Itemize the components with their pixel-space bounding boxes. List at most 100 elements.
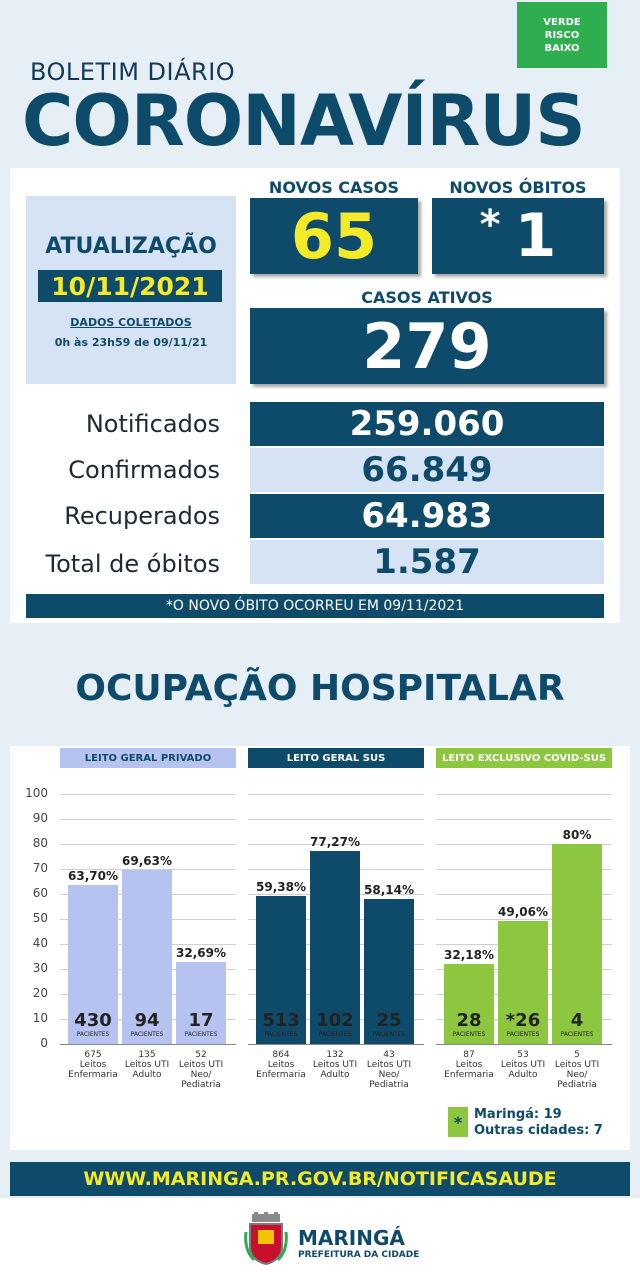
bar-patients-label: PACIENTES <box>318 1031 352 1038</box>
chart-bar <box>176 962 226 1044</box>
chart-group-header: LEITO EXCLUSIVO COVID-SUS <box>436 748 612 768</box>
death-footnote: *O NOVO ÓBITO OCORREU EM 09/11/2021 <box>26 594 604 618</box>
x-axis-line <box>248 1044 424 1045</box>
gridline <box>60 844 236 845</box>
new-deaths-mark: * <box>479 202 501 248</box>
bar-bed-type: Leitos Enfermaria <box>68 1060 118 1080</box>
notification-url[interactable]: WWW.MARINGA.PR.GOV.BR/NOTIFICASAUDE <box>10 1162 630 1196</box>
bar-patients-label: PACIENTES <box>372 1031 406 1038</box>
gridline <box>436 869 612 870</box>
gridline <box>60 794 236 795</box>
stat-label-confirmed: Confirmados <box>68 456 220 484</box>
update-label: ATUALIZAÇÃO <box>45 234 217 259</box>
bar-patients-label: PACIENTES <box>184 1031 218 1038</box>
gridline <box>60 869 236 870</box>
legend-maringa: Maringá: 19 <box>474 1107 562 1122</box>
bar-beds-label: 132 Leitos UTI Adulto <box>306 1050 364 1080</box>
x-axis-line <box>60 1044 236 1045</box>
bar-patients-label: PACIENTES <box>506 1031 540 1038</box>
bar-patients-value: 25 <box>376 1010 402 1031</box>
bar-bed-type: Leitos Enfermaria <box>444 1060 494 1080</box>
new-deaths-box: * 1 <box>432 198 604 274</box>
bar-bed-type: Leitos UTI Adulto <box>124 1060 170 1080</box>
gridline <box>248 819 424 820</box>
y-tick-label: 50 <box>32 911 48 925</box>
footer <box>0 1198 640 1280</box>
city-subtitle: PREFEITURA DA CIDADE <box>298 1250 420 1260</box>
bar-patients-label: PACIENTES <box>560 1031 594 1038</box>
y-tick-label: 80 <box>32 836 48 850</box>
bar-beds-label: 53 Leitos UTI Adulto <box>494 1050 552 1080</box>
legend-other-cities: Outras cidades: 7 <box>474 1123 603 1138</box>
bar-patients-value: 513 <box>262 1010 300 1031</box>
y-tick-label: 30 <box>32 961 48 975</box>
risk-badge: VERDE RISCO BAIXO <box>517 2 607 68</box>
bar-percent-label: 32,18% <box>444 947 494 962</box>
y-tick-label: 100 <box>25 786 48 800</box>
bar-beds-label: 5 Leitos UTI Neo/ Pediatria <box>548 1050 606 1090</box>
bar-bed-type: Leitos UTI Neo/ Pediatria <box>366 1060 412 1090</box>
gridline <box>436 919 612 920</box>
gridline <box>248 844 424 845</box>
bar-bed-type: Leitos UTI Neo/ Pediatria <box>178 1060 224 1090</box>
chart-group-header: LEITO GERAL SUS <box>248 748 424 768</box>
bar-beds-label: 52 Leitos UTI Neo/ Pediatria <box>172 1050 230 1090</box>
chart-bar <box>68 884 118 1044</box>
y-tick-label: 40 <box>32 936 48 950</box>
bar-percent-label: 63,70% <box>68 868 118 883</box>
bar-patients-label: PACIENTES <box>76 1031 110 1038</box>
bar-beds-count: 135 <box>138 1050 156 1060</box>
bar-patients-label: PACIENTES <box>452 1031 486 1038</box>
update-date: 10/11/2021 <box>38 270 222 302</box>
gridline <box>60 819 236 820</box>
hospital-title: OCUPAÇÃO HOSPITALAR <box>75 668 565 709</box>
bar-beds-count: 675 <box>84 1050 102 1060</box>
stat-label-recovered: Recuperados <box>64 502 220 530</box>
gridline <box>436 794 612 795</box>
risk-line-2: RISCO <box>544 29 580 41</box>
update-note-2: 0h às 23h59 de 09/11/21 <box>54 336 208 349</box>
bar-bed-type: Leitos UTI Adulto <box>312 1060 358 1080</box>
bar-patients-label: PACIENTES <box>130 1031 164 1038</box>
bar-beds-count: 864 <box>272 1050 290 1060</box>
bar-patients-value: *26 <box>505 1010 541 1031</box>
y-tick-label: 20 <box>32 986 48 1000</box>
bar-bed-type: Leitos Enfermaria <box>256 1060 306 1080</box>
bar-percent-label: 80% <box>562 828 592 842</box>
bar-percent-label: 58,14% <box>364 882 414 897</box>
bar-beds-count: 43 <box>383 1050 395 1060</box>
stat-label-total-deaths: Total de óbitos <box>45 550 221 578</box>
new-cases-label: NOVOS CASOS <box>268 178 400 197</box>
bar-percent-label: 49,06% <box>498 905 548 920</box>
gridline <box>436 844 612 845</box>
stat-value-confirmed: 66.849 <box>250 448 604 492</box>
active-cases-box: 279 <box>250 308 604 384</box>
bar-beds-count: 132 <box>326 1050 344 1060</box>
y-tick-label: 0 <box>40 1036 48 1050</box>
chart-bar <box>256 895 306 1044</box>
bar-patients-value: 28 <box>456 1010 482 1031</box>
city-coat-of-arms-icon <box>244 1212 288 1266</box>
bar-patients-value: 17 <box>188 1010 214 1031</box>
bar-bed-type: Leitos UTI Neo/ Pediatria <box>554 1060 600 1090</box>
bar-patients-value: 94 <box>134 1010 160 1031</box>
bar-percent-label: 77,27% <box>310 834 360 849</box>
stat-value-total-deaths: 1.587 <box>250 540 604 584</box>
bar-patients-value: 102 <box>316 1010 354 1031</box>
bar-beds-count: 52 <box>195 1050 207 1060</box>
update-note-1: DADOS COLETADOS <box>70 316 192 329</box>
new-deaths-value: 1 <box>514 201 557 271</box>
bar-bed-type: Leitos UTI Adulto <box>500 1060 546 1080</box>
city-name: MARINGÁ <box>298 1226 405 1250</box>
bar-percent-label: 59,38% <box>256 879 306 894</box>
chart-bar <box>364 898 414 1044</box>
bar-beds-label: 87 Leitos Enfermaria <box>440 1050 498 1080</box>
stat-label-notified: Notificados <box>85 410 220 438</box>
bar-beds-label: 675 Leitos Enfermaria <box>64 1050 122 1080</box>
y-tick-label: 60 <box>32 886 48 900</box>
bar-beds-label: 864 Leitos Enfermaria <box>252 1050 310 1080</box>
bar-beds-count: 5 <box>574 1050 580 1060</box>
x-axis-line <box>436 1044 612 1045</box>
gridline <box>436 894 612 895</box>
y-tick-label: 70 <box>32 861 48 875</box>
